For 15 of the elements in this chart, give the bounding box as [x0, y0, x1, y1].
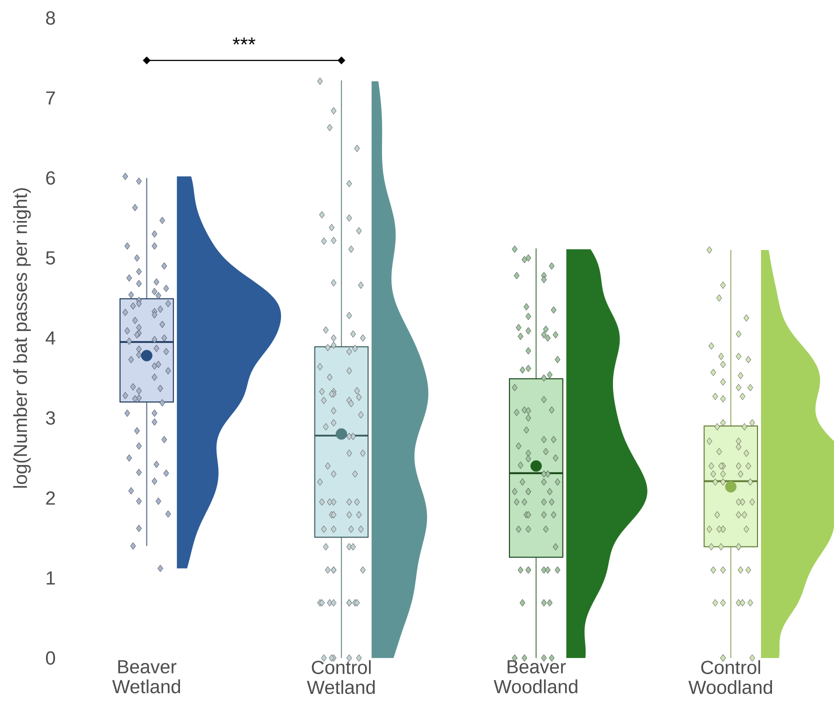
y-tick-label: 4 — [46, 331, 56, 345]
x-tick-label: Control Woodland — [688, 660, 772, 694]
x-tick-label: Beaver Woodland — [494, 660, 578, 694]
y-tick-label: 1 — [46, 571, 55, 585]
x-tick-label: Control Wetland — [306, 660, 375, 694]
y-tick-label: 0 — [46, 651, 56, 665]
y-tick-label: 3 — [46, 411, 55, 425]
annotation: *** — [232, 37, 256, 44]
y-tick-label: 6 — [46, 171, 55, 185]
y-tick-label: 7 — [46, 91, 55, 105]
y-tick-label: 2 — [46, 491, 55, 505]
y-axis-title: log(Number of bat passes per night) — [13, 188, 31, 488]
y-tick-label: 8 — [46, 11, 55, 25]
y-tick-label: 5 — [46, 251, 55, 265]
x-tick-label: Beaver Wetland — [112, 660, 180, 694]
